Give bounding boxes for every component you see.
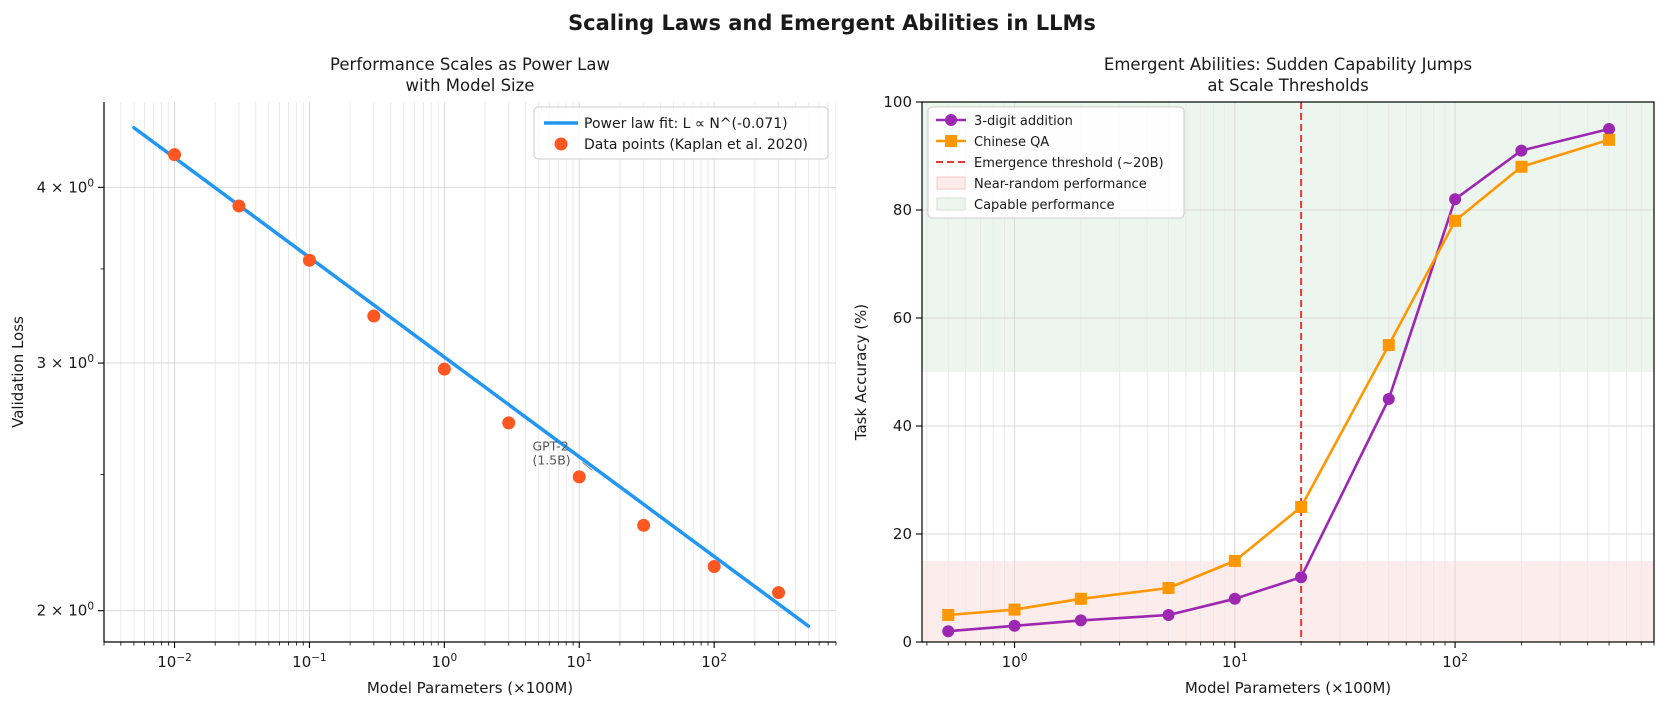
- y-tick-label: 4 × 100: [37, 177, 94, 196]
- data-point: [367, 309, 381, 323]
- y-tick-label: 3 × 100: [37, 353, 94, 372]
- x-tick-label: 10−1: [292, 652, 327, 671]
- data-point-3-digit-addition: [1074, 614, 1087, 627]
- data-point-chinese-qa: [1228, 555, 1241, 567]
- power-law-chart: GPT-2(1.5B) 10−2 10−1 100 101 102 2 × 100 3 × 1…: [9, 55, 837, 697]
- x-tick-label: 10−2: [157, 652, 192, 671]
- data-point-chinese-qa: [1295, 501, 1308, 513]
- data-point-3-digit-addition: [942, 625, 955, 638]
- data-point-chinese-qa: [1162, 582, 1175, 594]
- data-point: [502, 416, 516, 430]
- series-line-chinese-qa: [948, 138, 1610, 617]
- data-point: [302, 253, 316, 267]
- data-point-chinese-qa: [942, 609, 955, 621]
- x-tick-label: 101: [1222, 652, 1248, 671]
- y-axis-label: Validation Loss: [9, 316, 27, 428]
- legend-chinese-qa-label: Chinese QA: [974, 135, 1049, 150]
- chart-title: Emergent Abilities: Sudden Capability Ju…: [1104, 55, 1472, 74]
- emergent-abilities-chart: 100 101 102 0 20 40 60 80 100 Emergent Abilities:…: [852, 55, 1655, 697]
- x-axis-label: Model Parameters (×100M): [367, 679, 573, 697]
- annotation-arrow: [582, 462, 593, 471]
- power-law-fit-line: [132, 126, 811, 628]
- legend-capable-label: Capable performance: [974, 198, 1115, 213]
- annotation-gpt2: GPT-2: [532, 438, 568, 453]
- data-point-3-digit-addition: [1382, 393, 1395, 405]
- near-random-band: [922, 561, 1654, 642]
- chart-title: Performance Scales as Power Law: [330, 55, 610, 74]
- data-point-chinese-qa: [1515, 160, 1528, 173]
- y-tick-label: 40: [893, 417, 912, 435]
- grid: [104, 102, 836, 642]
- legend-box: [927, 106, 1185, 219]
- chart-title: at Scale Thresholds: [1207, 76, 1368, 95]
- x-tick-label: 100: [431, 652, 457, 671]
- y-tick-label: 60: [893, 309, 912, 327]
- data-point-3-digit-addition: [1449, 193, 1462, 206]
- data-point: [772, 586, 786, 600]
- y-tick-label: 100: [883, 93, 912, 111]
- x-tick-label: 102: [701, 652, 727, 671]
- legend-near-random-swatch: [936, 176, 966, 190]
- data-point-chinese-qa: [1449, 214, 1462, 227]
- data-point-3-digit-addition: [1515, 144, 1528, 157]
- data-point: [437, 362, 451, 376]
- axes-frame: [921, 101, 1655, 643]
- legend-label-fit: Power law fit: L ∝ N^(-0.071): [584, 116, 788, 132]
- data-point-chinese-qa: [1074, 592, 1087, 605]
- data-point: [232, 199, 246, 213]
- x-tick-label: 101: [566, 652, 592, 671]
- y-tick-label: 20: [893, 525, 912, 543]
- data-point-3-digit-addition: [1162, 609, 1175, 621]
- annotation-gpt2: (1.5B): [532, 452, 570, 467]
- data-point: [168, 148, 182, 162]
- y-tick-label: 80: [893, 201, 912, 219]
- legend: 3-digit addition Chinese QA Emergence thre…: [927, 106, 1185, 219]
- data-point-chinese-qa: [1603, 133, 1616, 146]
- data-point-3-digit-addition: [1228, 592, 1241, 605]
- legend-3-digit-addition-swatch-marker: [945, 114, 957, 126]
- x-axis-label: Model Parameters (×100M): [1185, 679, 1391, 697]
- legend-emergence-threshold-label: Emergence threshold (~20B): [974, 156, 1164, 171]
- legend-3-digit-addition-label: 3-digit addition: [974, 114, 1073, 129]
- data-point-chinese-qa: [1008, 603, 1021, 616]
- legend: Power law fit: L ∝ N^(-0.071) Data points…: [533, 106, 829, 160]
- series-line-3-digit-addition: [948, 127, 1610, 633]
- data-point: [572, 470, 586, 484]
- legend-box: [533, 106, 829, 160]
- legend-label-points: Data points (Kaplan et al. 2020): [584, 137, 808, 153]
- legend-capable-swatch: [936, 197, 966, 211]
- y-tick-label: 2 × 100: [37, 601, 94, 620]
- data-point-3-digit-addition: [1603, 123, 1616, 135]
- legend-near-random-label: Near-random performance: [974, 177, 1147, 192]
- data-point: [637, 518, 651, 532]
- data-point-chinese-qa: [1382, 339, 1395, 351]
- x-tick-label: 100: [1002, 652, 1028, 671]
- legend-chinese-qa-swatch-marker: [945, 135, 957, 147]
- legend-swatch-points: [554, 137, 568, 151]
- chart-title: with Model Size: [406, 76, 535, 95]
- data-point-3-digit-addition: [1008, 619, 1021, 632]
- data-point-3-digit-addition: [1295, 571, 1308, 584]
- y-tick-label: 0: [902, 633, 912, 651]
- x-tick-label: 102: [1442, 652, 1468, 671]
- y-axis-label: Task Accuracy (%): [852, 304, 870, 441]
- figure-title: Scaling Laws and Emergent Abilities in L…: [568, 11, 1096, 35]
- data-point: [707, 560, 721, 574]
